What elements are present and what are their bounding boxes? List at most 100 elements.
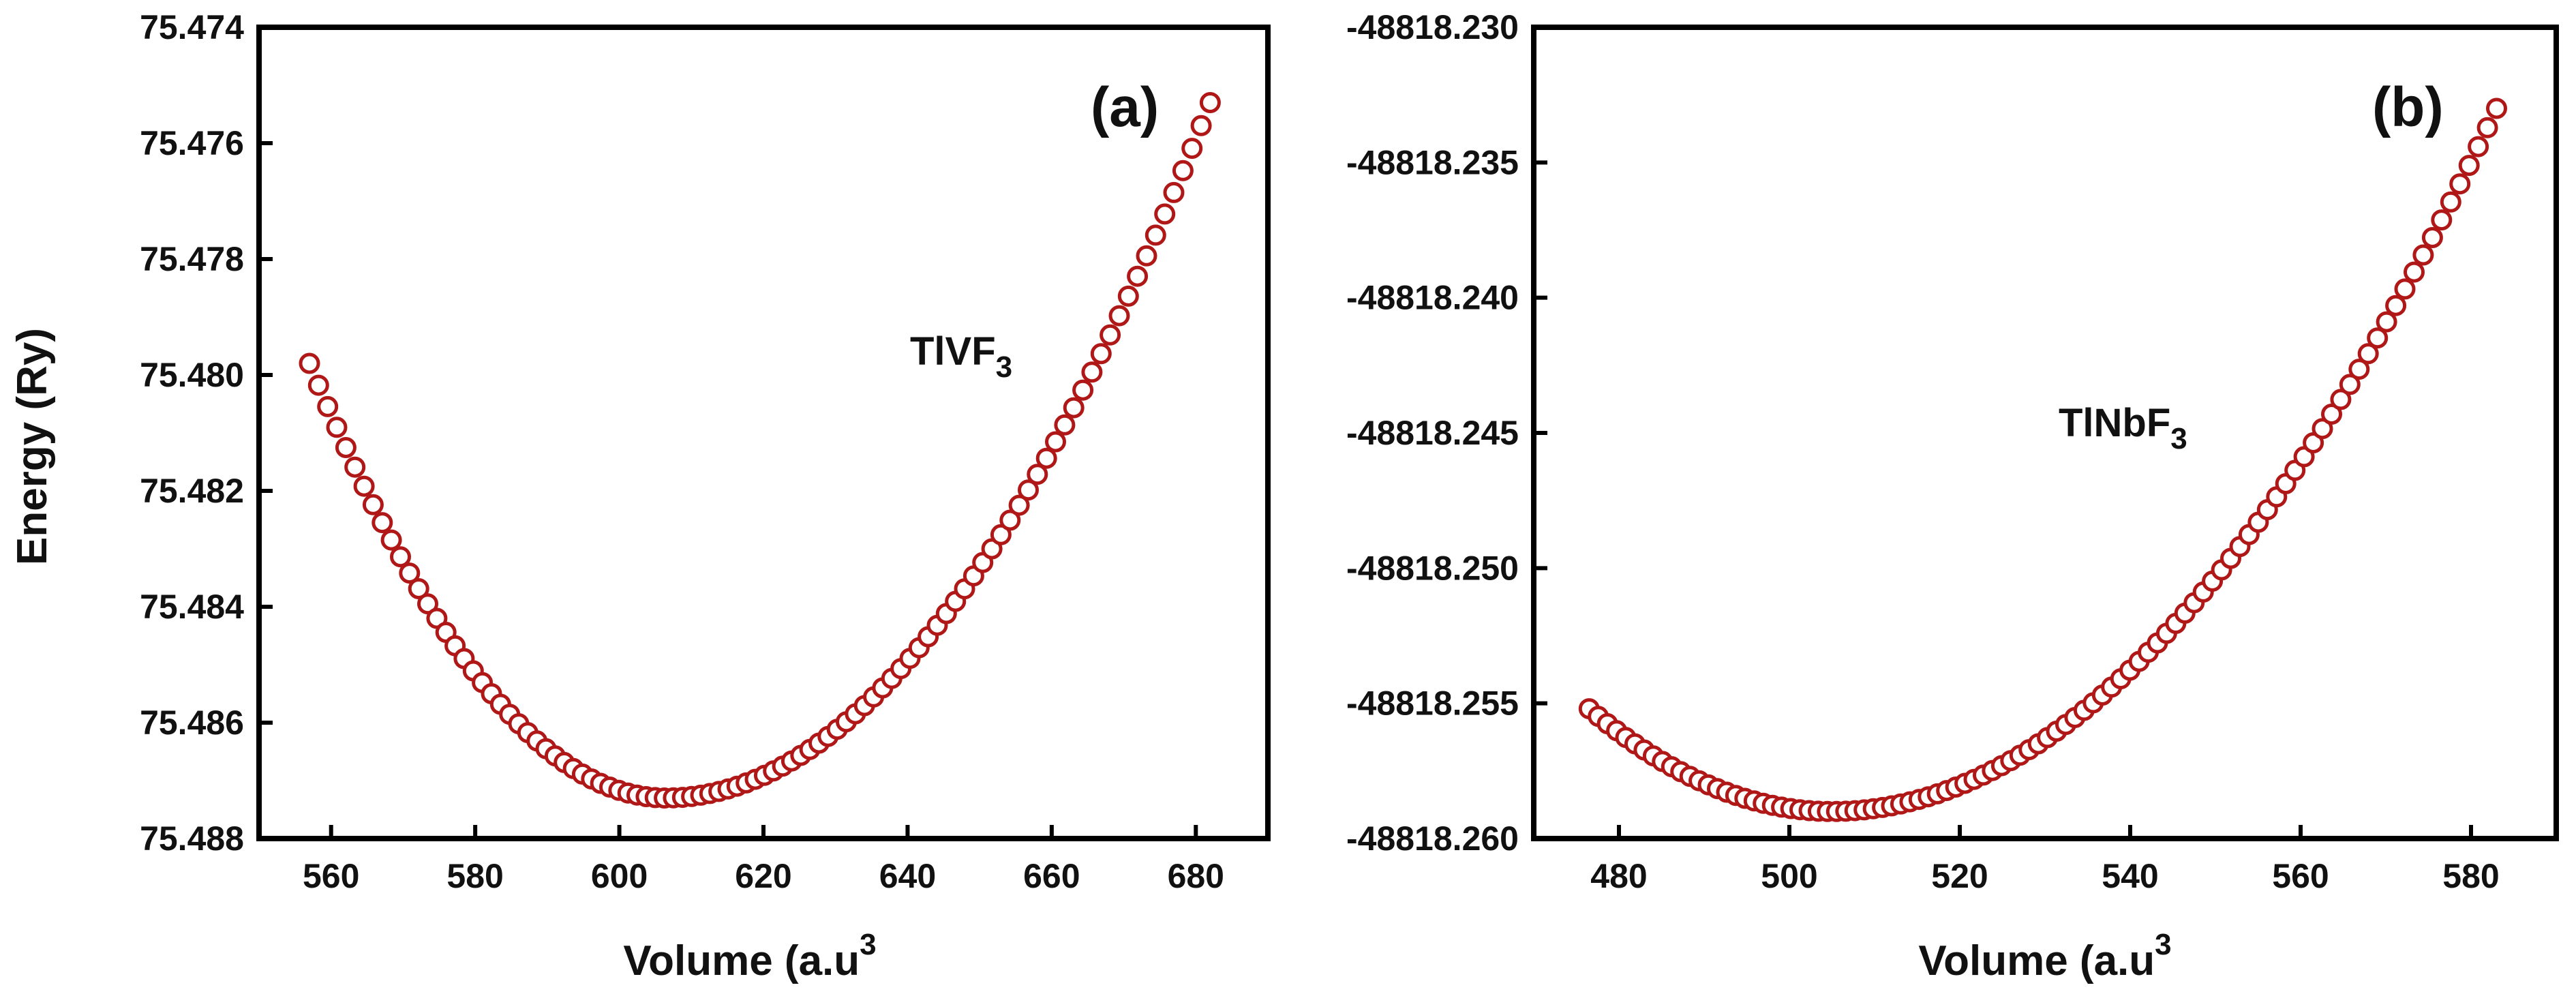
data-point	[353, 475, 375, 497]
data-point	[2367, 327, 2389, 349]
data-point	[1100, 324, 1121, 346]
data-point	[2440, 191, 2461, 213]
panel-a-plot-area	[256, 25, 1271, 841]
x-tick-label: 480	[1590, 857, 1647, 895]
data-point	[2476, 117, 2498, 138]
data-point	[999, 509, 1021, 531]
data-point	[1054, 414, 1076, 436]
panel-b: -48818.230 -48818.235 -48818.240 -48818.245…	[1346, 8, 2559, 984]
y-tick-label: 75.484	[140, 588, 244, 626]
data-point	[390, 546, 411, 568]
data-point	[1018, 479, 1039, 501]
data-point	[1136, 245, 1157, 267]
data-point	[2468, 136, 2489, 157]
panel-b-compound-label: TlNbF3	[2059, 401, 2187, 455]
data-point	[1181, 138, 1203, 160]
y-tick-label: 75.488	[140, 819, 244, 858]
data-point	[317, 395, 339, 417]
data-point	[1117, 285, 1139, 307]
y-tick-label: -48818.260	[1346, 819, 1519, 858]
data-point	[1045, 431, 1066, 453]
panel-a-tag: (a)	[1091, 76, 1159, 138]
panel-a-compound-label: TlVF3	[910, 329, 1012, 384]
data-point	[2431, 209, 2453, 231]
x-tick-label: 500	[1761, 857, 1817, 895]
x-tick-label: 680	[1168, 857, 1224, 895]
data-point	[417, 593, 438, 615]
data-point	[2376, 311, 2397, 333]
x-tick-label: 560	[2272, 857, 2329, 895]
data-point	[1172, 160, 1194, 181]
data-point	[399, 562, 421, 584]
y-tick-label: 75.476	[140, 124, 244, 162]
data-point	[2486, 97, 2507, 119]
y-tick-label: -48818.250	[1346, 549, 1519, 587]
panel-b-plot-area	[1531, 25, 2559, 841]
data-point	[2394, 278, 2416, 300]
data-point	[1163, 181, 1185, 203]
panel-b-y-ticks: -48818.230 -48818.235 -48818.240 -48818.245…	[1346, 8, 1547, 858]
data-point	[2348, 359, 2370, 380]
panel-a-data-points	[299, 92, 1221, 809]
data-point	[307, 374, 329, 396]
panel-a-x-axis-title: Volume (a.u3	[623, 928, 876, 984]
y-tick-label: -48818.235	[1346, 143, 1519, 181]
panel-a-y-ticks: 75.474 75.476 75.478 75.480 75.482 75.484 75.4…	[140, 8, 273, 858]
data-point	[1035, 447, 1057, 469]
y-tick-label: 75.478	[140, 240, 244, 278]
x-tick-label: 660	[1023, 857, 1080, 895]
panel-a-x-ticks: 560 580 600 620 640 660 680	[303, 825, 1224, 895]
data-point	[1090, 343, 1112, 365]
data-point	[1081, 361, 1103, 383]
data-point	[2385, 295, 2407, 316]
y-axis-title: Energy (Ry)	[9, 328, 56, 565]
data-point	[326, 417, 348, 438]
panel-b-x-axis-title: Volume (a.u3	[1918, 928, 2171, 984]
data-point	[1072, 379, 1094, 401]
panel-b-x-ticks: 480 500 520 540 560 580	[1590, 825, 2500, 895]
data-point	[344, 456, 366, 478]
panel-b-frame	[1531, 25, 2559, 841]
x-tick-label: 620	[735, 857, 791, 895]
y-tick-label: 75.482	[140, 472, 244, 510]
y-tick-label: -48818.230	[1346, 8, 1519, 46]
x-tick-label: 580	[2442, 857, 2499, 895]
data-point	[2330, 389, 2352, 410]
data-point	[2339, 374, 2361, 395]
data-point	[1145, 224, 1166, 246]
y-tick-label: -48818.245	[1346, 414, 1519, 452]
panel-b-tag: (b)	[2372, 76, 2444, 138]
y-tick-label: 75.486	[140, 704, 244, 742]
y-tick-label: -48818.240	[1346, 279, 1519, 317]
panel-b-data-points	[1578, 97, 2507, 822]
data-point	[2412, 244, 2434, 266]
x-tick-label: 600	[591, 857, 648, 895]
x-tick-label: 540	[2102, 857, 2158, 895]
data-point	[2303, 432, 2324, 453]
data-point	[335, 437, 357, 458]
data-point	[1199, 92, 1221, 113]
data-point	[990, 524, 1012, 545]
data-point	[2404, 261, 2425, 283]
data-point	[1190, 115, 1212, 136]
data-point	[2321, 404, 2342, 425]
data-point	[408, 578, 429, 599]
x-tick-label: 640	[879, 857, 936, 895]
data-point	[299, 352, 320, 374]
x-tick-label: 580	[446, 857, 503, 895]
data-point	[1008, 494, 1030, 516]
data-point	[2458, 155, 2480, 177]
x-tick-label: 560	[303, 857, 359, 895]
data-point	[1027, 464, 1048, 485]
data-point	[2312, 418, 2333, 440]
panel-a-frame	[256, 25, 1271, 841]
y-tick-label: 75.480	[140, 356, 244, 394]
data-point	[1108, 305, 1130, 327]
panel-a: 75.474 75.476 75.478 75.480 75.482 75.484 75.4…	[140, 8, 1271, 984]
data-point	[2449, 173, 2471, 195]
data-point	[2421, 227, 2443, 248]
data-point	[372, 512, 393, 534]
data-point	[1063, 397, 1085, 419]
data-point	[1127, 265, 1149, 287]
